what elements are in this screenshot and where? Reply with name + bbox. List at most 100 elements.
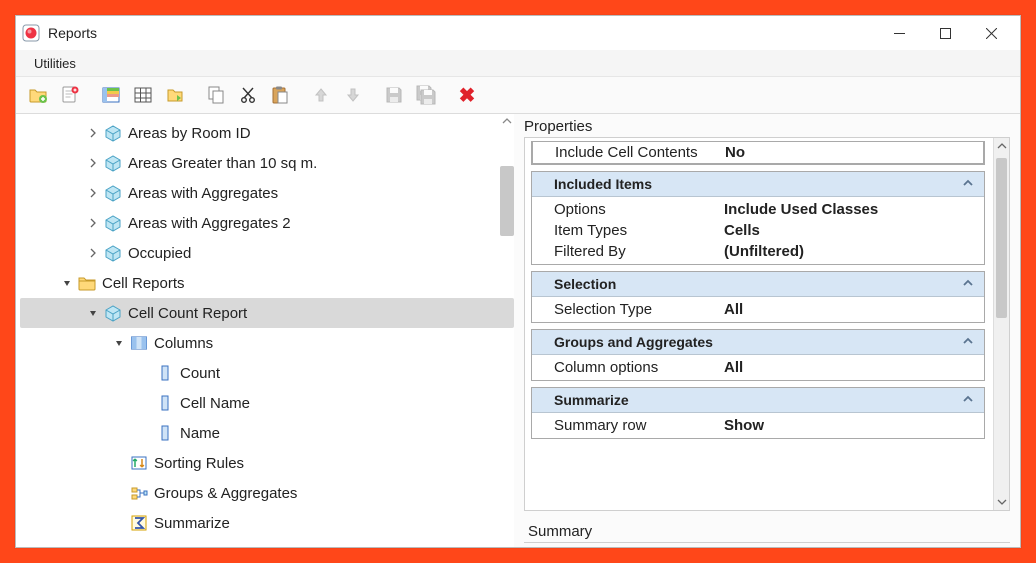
section-body: Column optionsAll bbox=[532, 355, 984, 380]
tree-row[interactable]: Cell Name bbox=[20, 388, 514, 418]
expander-open-icon[interactable] bbox=[60, 276, 74, 290]
expander-closed-icon[interactable] bbox=[86, 216, 100, 230]
tree-row[interactable]: Name bbox=[20, 418, 514, 448]
property-value: (Unfiltered) bbox=[724, 243, 804, 260]
tree-label: Cell Count Report bbox=[128, 305, 247, 322]
app-icon bbox=[22, 24, 40, 42]
box-icon bbox=[104, 154, 122, 172]
new-folder-button[interactable] bbox=[23, 80, 53, 110]
properties-scrollbar[interactable] bbox=[993, 138, 1009, 510]
col-icon bbox=[156, 424, 174, 442]
tree-label: Cell Reports bbox=[102, 275, 185, 292]
cut-button[interactable] bbox=[233, 80, 263, 110]
tree-row[interactable]: Sorting Rules bbox=[20, 448, 514, 478]
property-section: Summarize Summary rowShow bbox=[531, 387, 985, 439]
section-title: Summarize bbox=[554, 392, 629, 408]
property-value: No bbox=[725, 144, 745, 161]
properties-header: Properties bbox=[524, 118, 1010, 135]
section-header[interactable]: Summarize bbox=[532, 388, 984, 413]
tree-row[interactable]: Areas with Aggregates bbox=[20, 178, 514, 208]
tree-row[interactable]: Areas by Room ID bbox=[20, 118, 514, 148]
menu-utilities[interactable]: Utilities bbox=[26, 53, 84, 74]
copy-button[interactable] bbox=[201, 80, 231, 110]
move-down-button bbox=[338, 80, 368, 110]
section-header[interactable]: Selection bbox=[532, 272, 984, 297]
property-key: Include Cell Contents bbox=[555, 144, 725, 161]
section-header[interactable]: Included Items bbox=[532, 172, 984, 197]
expander-open-icon[interactable] bbox=[86, 306, 100, 320]
tree-scrollbar-thumb[interactable] bbox=[500, 166, 514, 236]
tree-row[interactable]: Count bbox=[20, 358, 514, 388]
tree-row[interactable]: Columns bbox=[20, 328, 514, 358]
move-down-icon bbox=[343, 85, 363, 105]
paste-icon bbox=[270, 85, 290, 105]
tree-row[interactable]: Cell Reports bbox=[20, 268, 514, 298]
property-row[interactable]: Item TypesCells bbox=[532, 220, 984, 241]
property-row[interactable]: Selection TypeAll bbox=[532, 299, 984, 320]
chevron-up-icon bbox=[962, 176, 974, 192]
scroll-up-icon[interactable] bbox=[994, 138, 1009, 154]
tree-row[interactable]: Cell Count Report bbox=[20, 298, 514, 328]
columns-icon bbox=[130, 334, 148, 352]
expander-open-icon[interactable] bbox=[112, 336, 126, 350]
new-report-button[interactable] bbox=[55, 80, 85, 110]
property-row[interactable]: Include Cell ContentsNo bbox=[532, 141, 984, 164]
scroll-down-icon[interactable] bbox=[994, 494, 1009, 510]
chevron-up-icon bbox=[962, 392, 974, 408]
layout-button[interactable] bbox=[96, 80, 126, 110]
close-button[interactable] bbox=[968, 18, 1014, 48]
tree-panel: Areas by Room IDAreas Greater than 10 sq… bbox=[16, 114, 514, 547]
property-row[interactable]: Summary rowShow bbox=[532, 415, 984, 436]
tree-row[interactable]: Groups & Aggregates bbox=[20, 478, 514, 508]
properties-body: Include Cell ContentsNo Included ItemsOpt… bbox=[524, 137, 1010, 511]
sort-icon bbox=[130, 454, 148, 472]
window-title: Reports bbox=[48, 25, 876, 41]
maximize-button[interactable] bbox=[922, 18, 968, 48]
property-value: Show bbox=[724, 417, 764, 434]
property-key: Item Types bbox=[554, 222, 724, 239]
table-grid-icon bbox=[133, 85, 153, 105]
tree-row[interactable]: Areas with Aggregates 2 bbox=[20, 208, 514, 238]
box-icon bbox=[104, 184, 122, 202]
col-icon bbox=[156, 394, 174, 412]
minimize-button[interactable] bbox=[876, 18, 922, 48]
tree-row[interactable]: Summarize bbox=[20, 508, 514, 538]
save-button bbox=[379, 80, 409, 110]
move-up-icon bbox=[311, 85, 331, 105]
tree-label: Areas with Aggregates bbox=[128, 185, 278, 202]
titlebar: Reports bbox=[16, 16, 1020, 50]
new-report-icon bbox=[60, 85, 80, 105]
property-key: Column options bbox=[554, 359, 724, 376]
section-header[interactable]: Groups and Aggregates bbox=[532, 330, 984, 355]
box-icon bbox=[104, 214, 122, 232]
box-icon bbox=[104, 304, 122, 322]
scrollbar-thumb[interactable] bbox=[996, 158, 1007, 318]
property-section: SelectionSelection TypeAll bbox=[531, 271, 985, 323]
expander-closed-icon[interactable] bbox=[86, 186, 100, 200]
layout-icon bbox=[101, 85, 121, 105]
property-section: Included ItemsOptionsInclude Used Classe… bbox=[531, 171, 985, 265]
property-value: Include Used Classes bbox=[724, 201, 878, 218]
property-section: Groups and AggregatesColumn optionsAll bbox=[531, 329, 985, 381]
delete-button[interactable]: ✖ bbox=[452, 80, 482, 110]
export-button[interactable] bbox=[160, 80, 190, 110]
expander-closed-icon[interactable] bbox=[86, 126, 100, 140]
paste-button[interactable] bbox=[265, 80, 295, 110]
window-buttons bbox=[876, 18, 1014, 48]
tree-label: Cell Name bbox=[180, 395, 250, 412]
property-value: All bbox=[724, 301, 743, 318]
property-row[interactable]: Column optionsAll bbox=[532, 357, 984, 378]
tree-label: Sorting Rules bbox=[154, 455, 244, 472]
delete-icon: ✖ bbox=[459, 83, 476, 108]
property-row[interactable]: OptionsInclude Used Classes bbox=[532, 199, 984, 220]
expander-closed-icon[interactable] bbox=[86, 246, 100, 260]
section-body: Summary rowShow bbox=[532, 413, 984, 438]
tree-row[interactable]: Occupied bbox=[20, 238, 514, 268]
property-row[interactable]: Filtered By(Unfiltered) bbox=[532, 241, 984, 262]
table-grid-button[interactable] bbox=[128, 80, 158, 110]
tree-scroll-up-icon[interactable] bbox=[500, 114, 514, 128]
expander-closed-icon[interactable] bbox=[86, 156, 100, 170]
groups-icon bbox=[130, 484, 148, 502]
window: Reports Utilities ✖ Areas by Room IDArea… bbox=[15, 15, 1021, 548]
tree-row[interactable]: Areas Greater than 10 sq m. bbox=[20, 148, 514, 178]
